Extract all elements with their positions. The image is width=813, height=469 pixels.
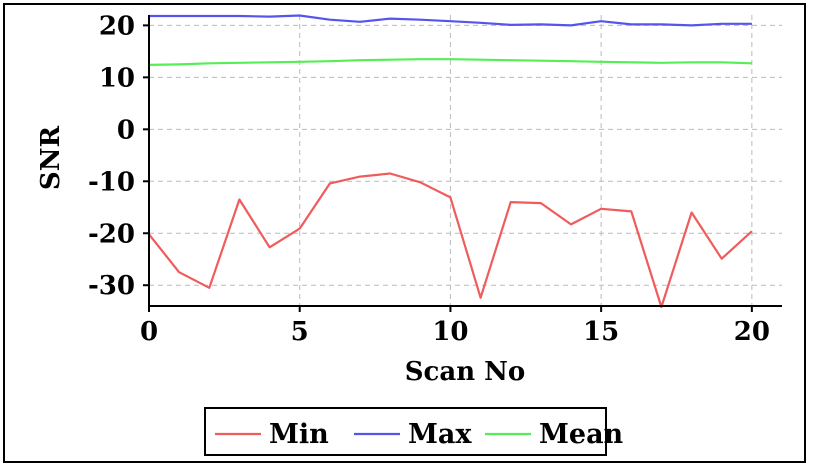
legend-label-max: Max [408,419,472,450]
x-axis-title: Scan No [405,357,526,387]
series-layer [148,14,753,309]
y-tick-label: -10 [88,167,135,197]
y-axis-title: SNR [36,126,66,191]
x-tick-label: 15 [583,317,619,347]
legend-label-min: Min [269,419,329,450]
y-tick-label: 10 [99,63,135,93]
x-axis-ticks: 0 5 10 15 20 [140,306,770,347]
series-line-max [149,14,752,27]
legend-label-mean: Mean [539,419,624,450]
series-line-mean [148,58,752,66]
y-tick-label: 0 [117,115,135,145]
x-tick-label: 10 [432,317,468,347]
x-tick-label: 20 [734,317,770,347]
legend: Min Max Mean [204,407,624,456]
legend-box [204,407,607,456]
y-tick-label: 20 [99,11,135,41]
y-axis-ticks: 20 10 0 -10 -20 -30 [88,11,149,301]
x-tick-label: 5 [291,317,309,347]
y-tick-label: -20 [88,219,135,249]
x-tick-label: 0 [140,317,158,347]
y-tick-label: -30 [88,271,135,301]
series-line-min [148,172,753,309]
axes [148,15,782,307]
